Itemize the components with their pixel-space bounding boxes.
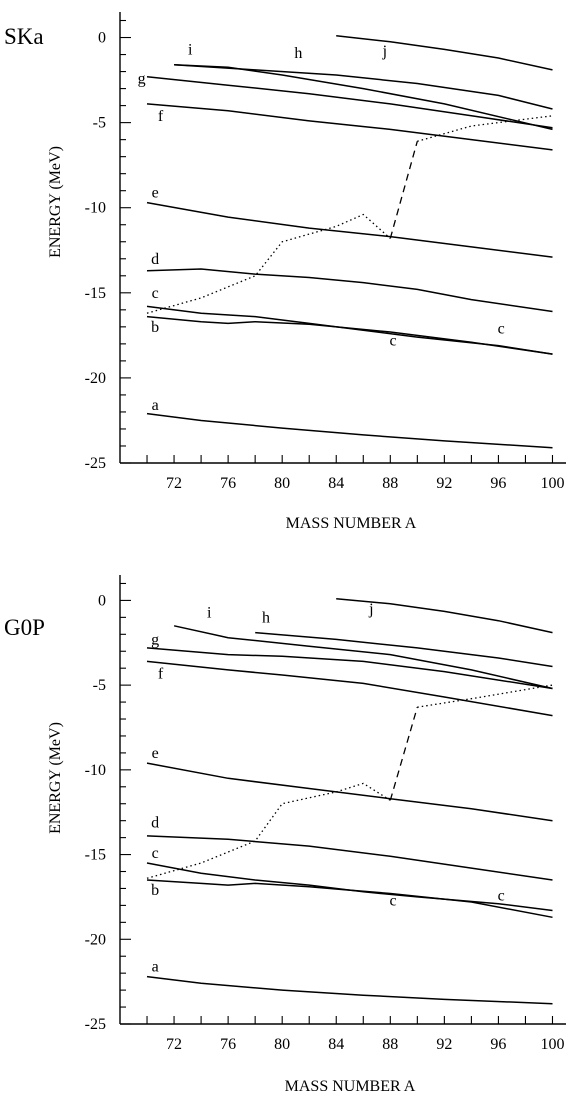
x-tick-label: 76 (220, 1036, 236, 1053)
series-line-f (146, 660, 553, 717)
curve-label-c: c (389, 892, 396, 909)
curve-label-g: g (151, 631, 159, 648)
y-tick-label: -5 (93, 115, 106, 132)
x-tick-label: 92 (436, 1036, 452, 1053)
x-tick-label: 96 (490, 475, 506, 492)
curve-label-c: c (152, 285, 159, 302)
series-line-i (173, 625, 553, 690)
curve-label-j: j (382, 43, 387, 60)
series-line-b (146, 879, 553, 919)
x-tick-label: 84 (328, 1036, 344, 1053)
series-line-a (146, 975, 553, 1005)
x-axis-label: MASS NUMBER A (286, 515, 417, 532)
x-tick-label: 88 (382, 475, 398, 492)
x-tick-label: 72 (166, 1036, 182, 1053)
curve-label-d: d (151, 251, 159, 268)
series-line-e (146, 762, 553, 822)
curve-label-g: g (138, 70, 146, 87)
fermi-level-dashed-line (389, 707, 418, 801)
series-line-h (174, 64, 553, 110)
curve-label-h: h (294, 45, 302, 62)
series-line-f (146, 103, 553, 151)
x-tick-label: 80 (274, 475, 290, 492)
curve-label-d: d (151, 814, 159, 831)
series-line-b (146, 315, 553, 355)
panel-title: G0P (4, 615, 45, 640)
curve-label-a: a (152, 397, 159, 414)
curve-label-i: i (188, 42, 193, 59)
series-line-g (146, 647, 553, 690)
x-tick-label: 80 (274, 1036, 290, 1053)
x-tick-label: 100 (540, 1036, 564, 1053)
x-tick-label: 72 (166, 475, 182, 492)
series-line-d (146, 268, 553, 313)
x-tick-label: 84 (328, 475, 344, 492)
curve-label-h: h (262, 609, 270, 626)
y-axis-label: ENERGY (MeV) (47, 146, 64, 258)
series-line-c (146, 305, 553, 355)
y-tick-label: -20 (85, 931, 106, 948)
y-tick-label: 0 (98, 30, 106, 47)
series-line-j (336, 597, 553, 634)
curve-label-c: c (498, 321, 505, 338)
y-tick-label: -5 (93, 677, 106, 694)
x-tick-label: 88 (382, 1036, 398, 1053)
series-line-c (146, 862, 553, 912)
curve-label-a: a (152, 958, 159, 975)
y-axis-label: ENERGY (MeV) (47, 722, 64, 834)
fermi-level-dotted-line (417, 115, 553, 142)
x-tick-label: 76 (220, 475, 236, 492)
curve-label-c: c (498, 887, 505, 904)
series-line-d (146, 835, 553, 881)
series-line-g (146, 75, 553, 129)
series-line-h (255, 631, 553, 668)
curve-label-b: b (151, 319, 159, 336)
curve-label-c: c (389, 333, 396, 350)
x-axis-label: MASS NUMBER A (285, 1078, 416, 1095)
panel-title: SKa (4, 24, 44, 49)
y-tick-label: -10 (85, 200, 106, 217)
y-tick-label: -25 (85, 455, 106, 472)
chart-panel-g0p: G0P 0 -5 -10 -15 -20 -25 72 76 80 84 88 92 96 100 a b c c… (4, 575, 566, 1095)
x-tick-label: 100 (540, 475, 564, 492)
series-line-a (146, 412, 553, 449)
fermi-level-dashed-line (389, 141, 418, 239)
fermi-level-dotted-line (146, 213, 391, 314)
curve-label-c: c (152, 845, 159, 862)
series-line-i (174, 64, 553, 131)
y-tick-label: -10 (85, 762, 106, 779)
y-tick-label: -25 (85, 1016, 106, 1033)
curve-label-f: f (158, 108, 164, 125)
x-tick-label: 92 (436, 475, 452, 492)
series-line-e (146, 201, 553, 258)
curve-label-i: i (207, 604, 212, 621)
curve-label-b: b (151, 882, 159, 899)
fermi-level-dotted-line (146, 782, 391, 879)
curve-label-e: e (152, 185, 159, 202)
y-tick-label: -15 (85, 285, 106, 302)
y-tick-label: -15 (85, 847, 106, 864)
y-tick-label: -20 (85, 370, 106, 387)
fermi-level-dotted-line (417, 684, 553, 708)
y-tick-label: 0 (98, 592, 106, 609)
x-tick-label: 96 (490, 1036, 506, 1053)
curve-label-f: f (158, 665, 164, 682)
curve-label-e: e (152, 745, 159, 762)
series-line-j (336, 35, 553, 71)
curve-label-j: j (368, 601, 373, 618)
